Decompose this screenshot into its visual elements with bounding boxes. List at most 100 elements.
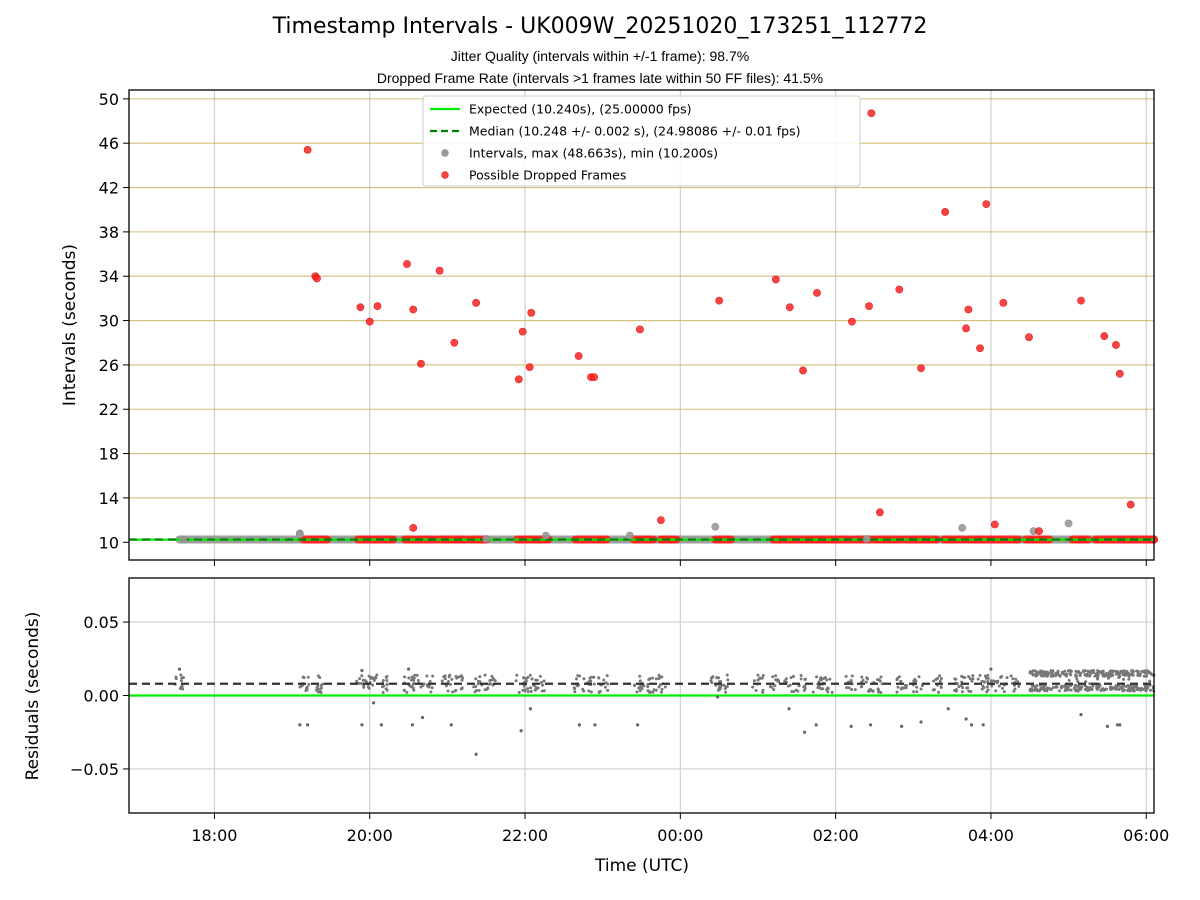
residual-dense-point-276 <box>1046 673 1050 677</box>
residual-outlier-32 <box>1115 723 1120 727</box>
residual-point-6-6 <box>405 690 409 694</box>
y-tick-label-8: 42 <box>99 179 119 198</box>
residual-point-38-8 <box>980 687 984 691</box>
residual-outlier-18 <box>787 707 791 711</box>
residual-dense-point-356 <box>1061 672 1065 676</box>
residual-point-38-5 <box>981 684 985 688</box>
residual-point-37-6 <box>971 674 975 678</box>
residual-point-15-0 <box>540 681 544 685</box>
residual-point-23-7 <box>719 679 723 683</box>
residual-point-18-3 <box>605 674 609 678</box>
dropped-point-12 <box>472 298 481 307</box>
residual-outlier-11 <box>474 752 478 756</box>
residual-point-8-9 <box>430 686 434 690</box>
residual-point-7-10 <box>416 679 420 683</box>
chart-title: Timestamp Intervals - UK009W_20251020_17… <box>272 14 928 39</box>
residual-outlier-33 <box>1118 723 1122 727</box>
interval-point-4 <box>625 531 634 540</box>
dropped-point-7 <box>409 305 418 314</box>
residual-point-13-2 <box>515 673 519 677</box>
residual-dense-point-379 <box>1074 674 1078 678</box>
residual-point-33-8 <box>899 679 903 683</box>
residual-point-32-6 <box>876 687 880 691</box>
residual-dense-point-361 <box>1085 672 1089 676</box>
residual-point-1-9 <box>305 685 309 689</box>
residual-point-33-3 <box>895 676 899 680</box>
residual-point-32-2 <box>879 675 883 679</box>
residual-outlier-16 <box>636 723 640 727</box>
residual-point-12-11 <box>483 688 487 692</box>
residual-point-39-11 <box>991 679 995 683</box>
residual-point-30-10 <box>844 674 848 678</box>
residual-outlier-6 <box>379 723 383 727</box>
residual-y-tick-label-0: −0.05 <box>70 760 119 779</box>
residual-dense-point-358 <box>1034 672 1038 676</box>
legend-entry-2: Intervals, max (48.663s), min (10.200s) <box>469 146 718 161</box>
residual-point-18-9 <box>597 676 601 680</box>
dropped-point-8 <box>409 523 418 532</box>
legend-intervals-swatch <box>441 149 449 157</box>
y-tick-label-3: 22 <box>99 400 119 419</box>
residual-point-8-3 <box>428 680 432 684</box>
dropped-point-34 <box>962 324 970 333</box>
residual-point-29-9 <box>825 678 829 682</box>
residual-point-7-3 <box>413 673 417 677</box>
dropped-point-6 <box>403 260 411 268</box>
residual-point-32-11 <box>880 682 884 686</box>
residual-point-16-5 <box>573 690 577 694</box>
residual-dense-point-262 <box>1075 677 1079 681</box>
residual-point-20-0 <box>651 676 655 680</box>
residual-point-21-0 <box>654 688 658 692</box>
residual-point-35-0 <box>939 677 943 681</box>
residual-point-2-5 <box>316 690 320 694</box>
residual-dense-point-352 <box>1063 669 1067 673</box>
residual-point-6-2 <box>407 676 411 680</box>
residual-point-9-8 <box>446 680 450 684</box>
residual-outlier-7 <box>406 667 411 671</box>
residual-point-20-7 <box>648 677 652 681</box>
residual-point-40-5 <box>997 684 1001 688</box>
residual-dense-point-311 <box>1039 674 1043 678</box>
residual-point-23-11 <box>726 678 730 682</box>
residual-outlier-10 <box>449 723 453 727</box>
residual-point-20-6 <box>646 682 650 686</box>
residual-point-7-11 <box>412 688 416 692</box>
chart-subtitle-jitter: Jitter Quality (intervals within +/-1 fr… <box>450 48 750 64</box>
residual-point-24-5 <box>760 676 764 680</box>
residual-point-32-10 <box>876 678 880 682</box>
residual-dense-point-256 <box>1037 689 1041 693</box>
residual-point-38-9 <box>980 679 984 683</box>
residual-point-2-9 <box>316 687 320 691</box>
residual-point-21-4 <box>654 677 658 681</box>
residual-point-26-7 <box>786 684 790 688</box>
residual-point-27-8 <box>799 674 803 678</box>
residual-point-37-3 <box>970 679 974 683</box>
residual-point-0-7 <box>178 686 182 690</box>
residual-outlier-3 <box>360 668 364 673</box>
residual-point-39-6 <box>985 690 989 694</box>
residual-point-11-7 <box>477 689 481 693</box>
residual-point-15-4 <box>534 686 538 690</box>
residual-point-34-4 <box>920 684 924 688</box>
residual-point-9-9 <box>446 689 450 693</box>
residual-point-15-5 <box>542 689 546 693</box>
residual-point-2-10 <box>321 682 325 686</box>
residual-point-0-2 <box>179 679 183 683</box>
residual-point-16-8 <box>581 687 585 691</box>
residual-point-12-9 <box>490 678 494 682</box>
residual-point-15-9 <box>533 688 537 692</box>
residual-dense-point-274 <box>1127 686 1131 690</box>
residual-outlier-31 <box>1105 724 1110 728</box>
residual-dense-point-354 <box>1050 671 1054 675</box>
residual-point-24-6 <box>752 679 756 683</box>
residual-dense-point-371 <box>1123 673 1127 677</box>
residual-dense-point-341 <box>1131 687 1135 691</box>
residual-point-33-6 <box>897 675 901 679</box>
residual-point-9-7 <box>443 677 447 681</box>
residual-point-31-10 <box>860 685 864 689</box>
residual-point-14-2 <box>526 690 530 694</box>
residual-dense-point-287 <box>1122 684 1126 688</box>
dropped-point-36 <box>976 344 984 353</box>
residual-point-16-1 <box>574 677 578 681</box>
residual-point-11-5 <box>474 677 478 681</box>
